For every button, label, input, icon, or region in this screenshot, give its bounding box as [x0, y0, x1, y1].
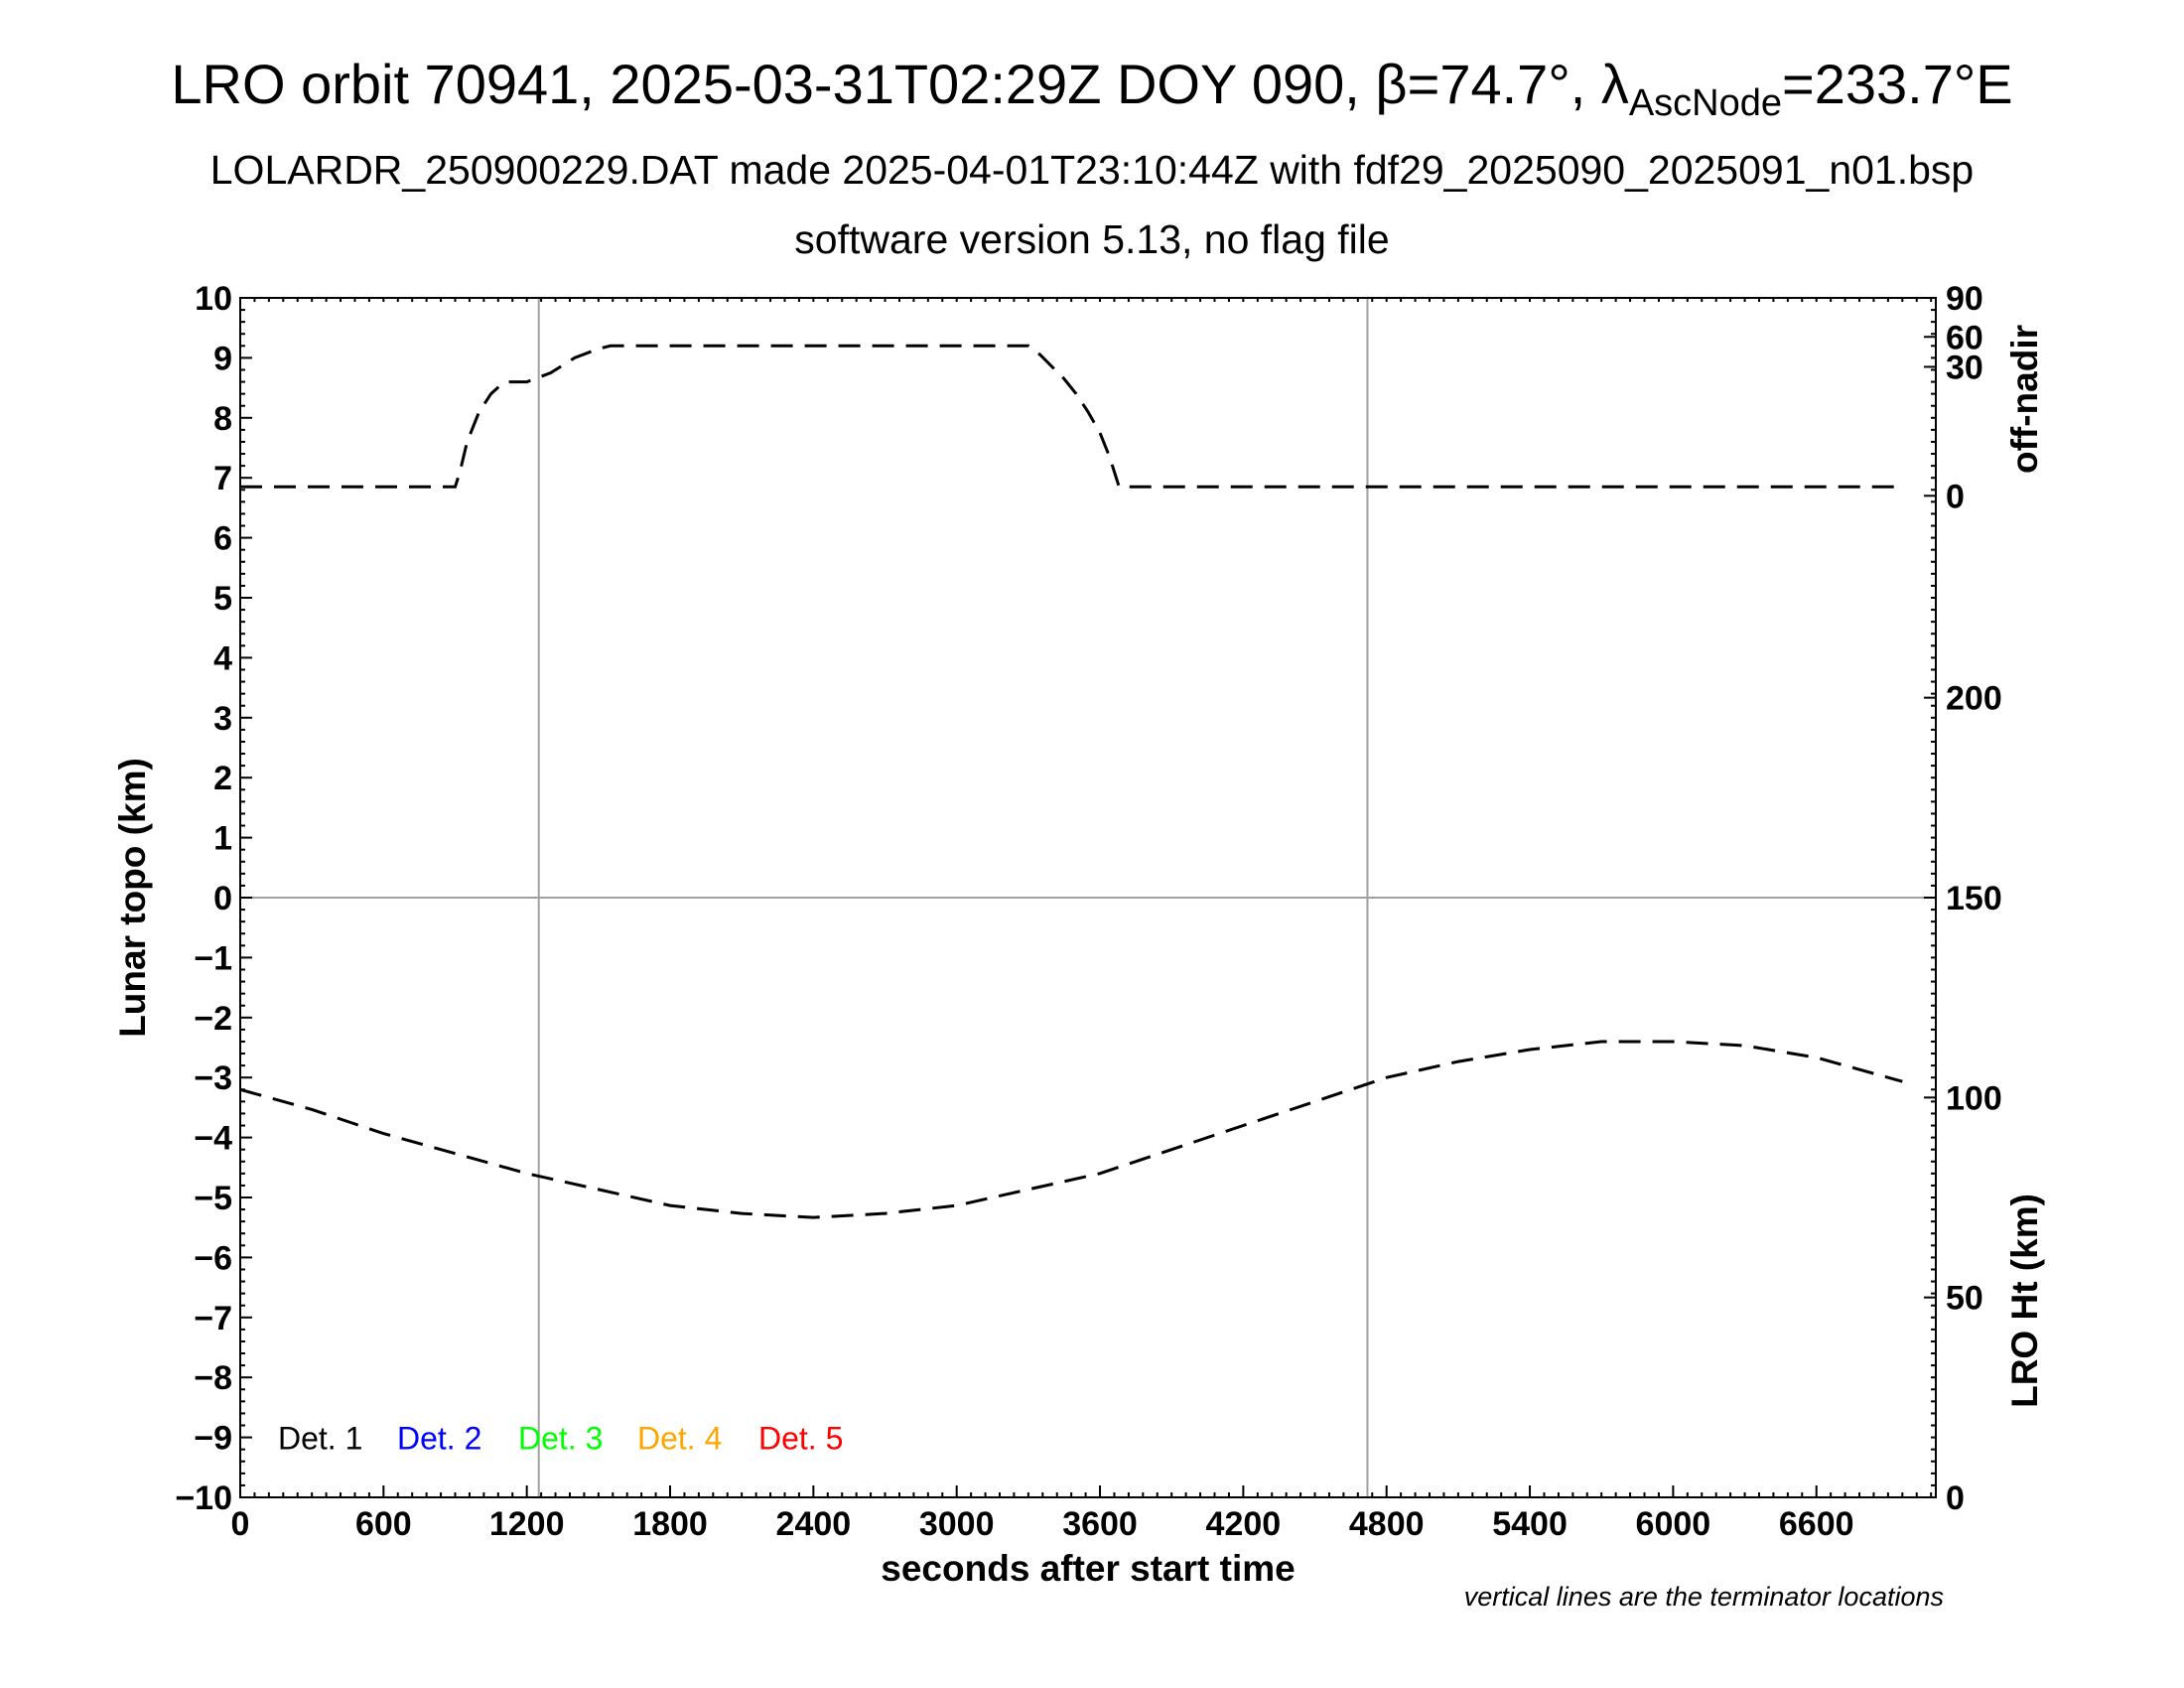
- off-nadir-tick-label: 60: [1946, 319, 1983, 356]
- y-tick-label: −7: [194, 1300, 232, 1337]
- x-tick-label: 1800: [632, 1505, 708, 1543]
- y-tick-label: −3: [194, 1059, 232, 1097]
- legend-entry-det-1: Det. 1: [278, 1421, 362, 1457]
- lro-height-axis-title: LRO Ht (km): [2004, 1194, 2045, 1408]
- height-tick-label: 50: [1946, 1280, 1983, 1318]
- series-layer: [239, 344, 1903, 1219]
- y-tick-label: −9: [194, 1420, 232, 1458]
- chart-title: LRO orbit 70941, 2025-03-31T02:29Z DOY 0…: [0, 52, 2184, 122]
- legend-entry-det-2: Det. 2: [397, 1421, 481, 1457]
- x-tick-label: 5400: [1492, 1505, 1568, 1543]
- y-tick-label: 3: [213, 700, 232, 738]
- x-tick-label: 4800: [1349, 1505, 1425, 1543]
- title-suffix: =233.7°E: [1782, 53, 2013, 115]
- x-tick-label: 6000: [1636, 1505, 1711, 1543]
- labels-layer: 0 600 1200 1800 2400 3000 3600 4200 4800 5400 6000…: [175, 280, 2001, 1543]
- off-nadir-series-line: [240, 344, 1903, 489]
- x-tick-label: 0: [231, 1505, 250, 1543]
- ticks-layer: [239, 297, 1936, 1498]
- y-tick-label: 9: [213, 340, 232, 377]
- off-nadir-tick-label: 30: [1946, 349, 1983, 386]
- legend-layer: Det. 1 Det. 2 Det. 3 Det. 4 Det. 5: [278, 1421, 843, 1457]
- y-tick-label: 6: [213, 520, 232, 558]
- y-tick-label: 4: [213, 639, 232, 677]
- height-tick-label: 150: [1946, 880, 2002, 917]
- y-axis-title: Lunar topo (km): [112, 758, 153, 1038]
- terminator-note: vertical lines are the terminator locati…: [1464, 1582, 1944, 1612]
- legend-entry-det-5: Det. 5: [758, 1421, 843, 1457]
- x-tick-label: 3600: [1062, 1505, 1138, 1543]
- x-tick-label: 2400: [776, 1505, 852, 1543]
- y-tick-label: −6: [194, 1239, 232, 1277]
- x-axis-title: seconds after start time: [881, 1548, 1295, 1589]
- x-tick-label: 3000: [919, 1505, 995, 1543]
- y-tick-label: −8: [194, 1359, 232, 1397]
- y-tick-label: 5: [213, 580, 232, 618]
- title-subscript: AscNode: [1628, 82, 1783, 124]
- y-tick-label: 2: [213, 760, 232, 797]
- y-tick-label: −2: [194, 1000, 232, 1038]
- y-tick-label: 0: [213, 880, 232, 917]
- y-tick-label: 10: [195, 280, 232, 318]
- y-tick-label: 1: [213, 820, 232, 858]
- grid-layer: [240, 298, 1936, 1497]
- height-tick-label: 0: [1946, 1479, 1965, 1517]
- legend-entry-det-3: Det. 3: [518, 1421, 603, 1457]
- y-tick-label: 7: [213, 460, 232, 497]
- y-tick-label: 8: [213, 400, 232, 438]
- chart-subtitle-version: software version 5.13, no flag file: [794, 216, 1390, 262]
- x-tick-label: 1200: [489, 1505, 565, 1543]
- y-tick-label: −1: [194, 939, 232, 977]
- off-nadir-tick-label: 90: [1946, 280, 1983, 318]
- height-tick-label: 100: [1946, 1079, 2002, 1117]
- x-tick-label: 600: [355, 1505, 412, 1543]
- y-tick-label: −5: [194, 1180, 232, 1217]
- x-tick-label: 4200: [1206, 1505, 1282, 1543]
- off-nadir-axis-title: off-nadir: [2004, 325, 2045, 474]
- y-tick-label: −10: [175, 1479, 232, 1517]
- legend-entry-det-4: Det. 4: [637, 1421, 722, 1457]
- y-tick-label: −4: [194, 1120, 232, 1158]
- x-tick-label: 6600: [1779, 1505, 1854, 1543]
- title-prefix: LRO orbit 70941, 2025-03-31T02:29Z DOY 0…: [171, 53, 1629, 115]
- lro-height-series-line: [239, 1040, 1903, 1219]
- off-nadir-tick-label: 0: [1946, 478, 1965, 515]
- height-tick-label: 200: [1946, 680, 2002, 718]
- chart-subtitle-file: LOLARDR_250900229.DAT made 2025-04-01T23…: [209, 147, 1975, 193]
